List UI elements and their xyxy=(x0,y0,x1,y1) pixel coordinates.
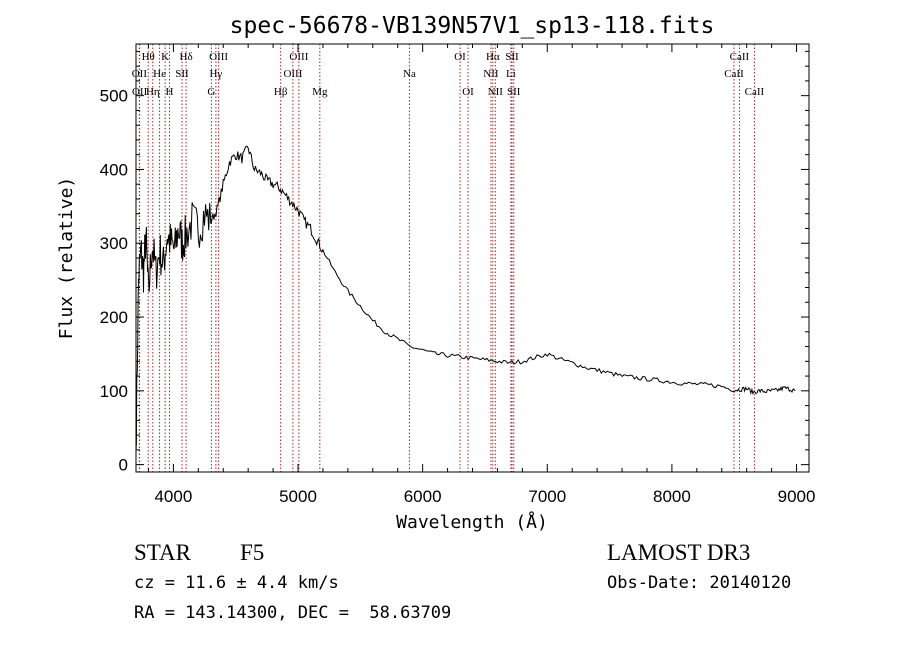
line-label-k: K xyxy=(161,51,169,63)
spectrum-line xyxy=(135,145,796,450)
line-label-caii: CaII xyxy=(724,68,744,80)
x-tick-label: 8000 xyxy=(653,487,691,506)
x-axis-label: Wavelength (Å) xyxy=(396,511,548,533)
survey-name: LAMOST DR3 xyxy=(607,540,751,565)
line-label-sii: SII xyxy=(175,68,189,80)
object-subclass: F5 xyxy=(240,540,265,565)
y-tick-label: 200 xyxy=(100,308,128,327)
x-tick-label: 7000 xyxy=(528,487,566,506)
line-label-na: Na xyxy=(403,68,416,80)
line-label-oiii: OIII xyxy=(283,68,302,80)
y-tick-label: 500 xyxy=(100,87,128,106)
line-label-nii: NII xyxy=(488,86,504,98)
line-label-nii: NII xyxy=(483,68,499,80)
line-label-hθ: Hθ xyxy=(142,51,155,63)
redshift-text: cz = 11.6 ± 4.4 km/s xyxy=(134,573,339,593)
spectrum-plot: spec-56678-VB139N57V1_sp13-118.fits Hθ OI… xyxy=(56,13,816,533)
line-label-oiii: OIII xyxy=(289,51,308,63)
x-tick-label: 5000 xyxy=(279,487,317,506)
line-label-hα: Hα xyxy=(486,51,500,63)
line-label-oii: OII xyxy=(132,68,148,80)
line-label-g: G xyxy=(207,86,215,98)
line-label-oi: OI xyxy=(462,86,474,98)
x-axis-ticks: 4000 5000 6000 7000 8000 9000 xyxy=(147,44,816,506)
line-label-mg: Mg xyxy=(312,86,328,98)
spectral-line-markers xyxy=(138,44,755,472)
y-tick-label: 0 xyxy=(119,456,128,475)
plot-frame xyxy=(135,43,810,473)
x-tick-label: 6000 xyxy=(404,487,442,506)
line-label-hγ: Hγ xyxy=(209,68,222,80)
line-label-caii: CaII xyxy=(745,86,765,98)
line-label-h: H xyxy=(166,86,174,98)
y-axis-ticks: 0 100 200 300 400 500 xyxy=(100,50,809,475)
object-class: STAR xyxy=(134,540,191,565)
line-label-oi: OI xyxy=(454,51,466,63)
line-label-hβ: Hβ xyxy=(274,86,288,98)
coordinates: RA = 143.14300, DEC = 58.63709 xyxy=(134,603,452,623)
line-label-caii: CaII xyxy=(730,51,750,63)
line-label-sii: SII xyxy=(507,86,521,98)
x-tick-label: 4000 xyxy=(154,487,192,506)
line-label-sii: SII xyxy=(505,51,519,63)
chart-title: spec-56678-VB139N57V1_sp13-118.fits xyxy=(230,13,715,39)
line-label-hδ: Hδ xyxy=(180,51,193,63)
line-label-hη: Hη xyxy=(146,86,160,98)
obs-date: Obs-Date: 20140120 xyxy=(607,573,792,593)
y-tick-label: 300 xyxy=(100,234,128,253)
line-label-he: He xyxy=(153,68,166,80)
line-label-oiii: OIII xyxy=(209,51,228,63)
line-label-li: Li xyxy=(506,68,516,80)
y-tick-label: 100 xyxy=(100,382,128,401)
y-tick-label: 400 xyxy=(100,160,128,179)
x-tick-label: 9000 xyxy=(778,487,816,506)
y-axis-label: Flux (relative) xyxy=(56,177,77,340)
